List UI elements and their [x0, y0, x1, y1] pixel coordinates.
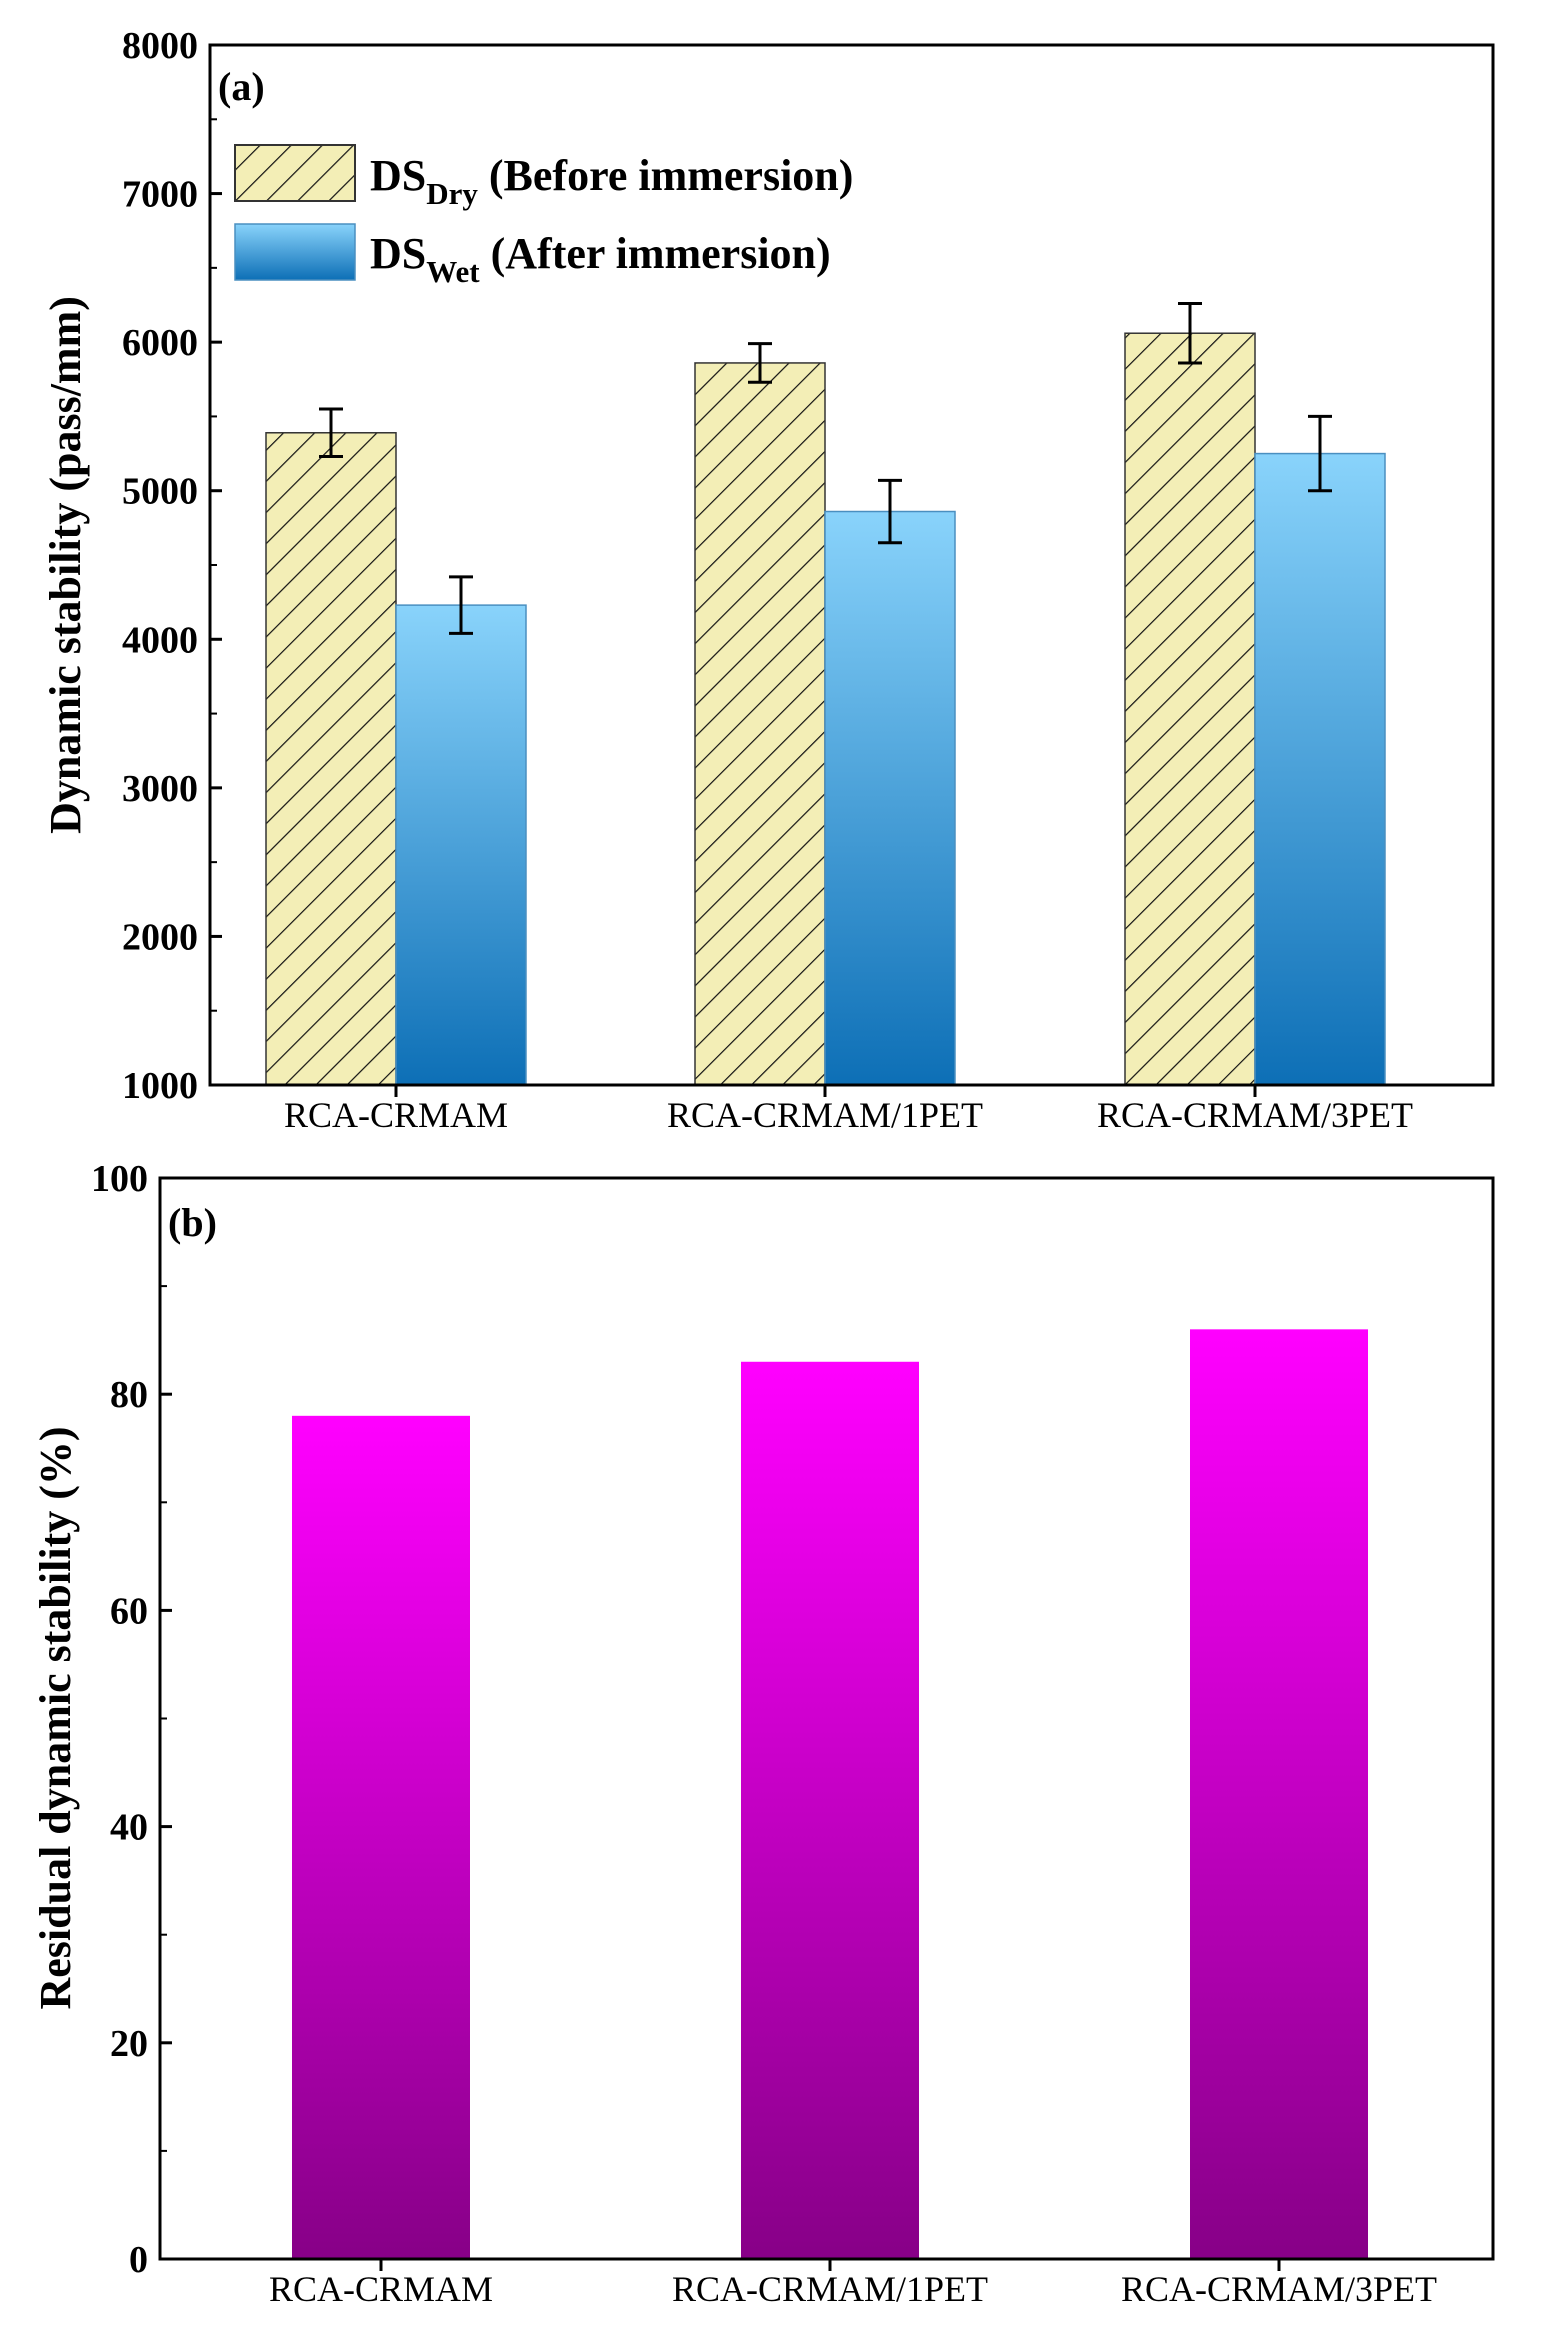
y-tick-label: 5000 — [122, 471, 198, 513]
y-tick-label: 60 — [110, 1590, 148, 1632]
bar-residual-2 — [741, 1361, 919, 2259]
bar-dry-2 — [694, 362, 826, 1086]
y-tick-label: 100 — [91, 1158, 148, 1200]
panel-a-legend: DSDry (Before immersion) DSWet (After im… — [234, 144, 853, 289]
bar-dry-1 — [265, 432, 397, 1086]
legend-swatch-wet — [234, 223, 356, 281]
y-tick-label: 4000 — [122, 619, 198, 661]
x-tick-label: RCA-CRMAM/3PET — [1121, 2269, 1437, 2309]
panel-a-y-axis-title: Dynamic stability (pass/mm) — [41, 296, 90, 834]
error-bar-wet-1 — [449, 575, 473, 635]
x-tick-label: RCA-CRMAM/3PET — [1097, 1095, 1413, 1135]
panel-b-chart: 0 20 40 60 80 100 RCA-CRMAM RCA-CRMAM/1PET RCA-… — [31, 1158, 1495, 2309]
error-bar-dry-3 — [1178, 302, 1202, 365]
bar-residual-3 — [1190, 1329, 1368, 2259]
bar-wet-3 — [1254, 452, 1386, 1086]
y-tick-label: 0 — [129, 2239, 148, 2281]
y-tick-label: 1000 — [122, 1065, 198, 1107]
error-bar-wet-2 — [878, 478, 902, 545]
legend-swatch-dry — [234, 144, 356, 202]
y-tick-label: 7000 — [122, 174, 198, 216]
error-bar-wet-3 — [1308, 414, 1332, 493]
y-tick-label: 3000 — [122, 768, 198, 810]
panel-a-plot-frame — [208, 43, 1495, 1087]
legend-label-dry: DSDry (Before immersion) — [370, 151, 853, 211]
y-tick-label: 6000 — [122, 322, 198, 364]
y-tick-label: 2000 — [122, 916, 198, 958]
x-tick-label: RCA-CRMAM — [284, 1095, 508, 1135]
x-tick-label: RCA-CRMAM/1PET — [672, 2269, 988, 2309]
panel-a-chart: 1000 2000 3000 4000 5000 6000 7000 8000 RCA-CRM… — [41, 25, 1495, 1135]
panel-b-y-axis-title: Residual dynamic stability (%) — [31, 1426, 80, 2009]
legend-label-wet: DSWet (After immersion) — [370, 229, 831, 289]
x-tick-label: RCA-CRMAM — [269, 2269, 493, 2309]
panel-a-label: (a) — [218, 64, 265, 109]
y-tick-label: 80 — [110, 1374, 148, 1416]
bar-residual-1 — [292, 1415, 470, 2259]
y-tick-label: 40 — [110, 1807, 148, 1849]
y-tick-label: 8000 — [122, 25, 198, 67]
panel-b-plot-frame — [158, 1176, 1495, 2261]
y-tick-label: 20 — [110, 2023, 148, 2065]
bar-wet-2 — [824, 510, 956, 1086]
panel-b-label: (b) — [168, 1200, 217, 1245]
bar-wet-1 — [395, 604, 527, 1086]
error-bar-dry-2 — [748, 342, 772, 384]
bar-dry-3 — [1124, 332, 1256, 1086]
x-tick-label: RCA-CRMAM/1PET — [667, 1095, 983, 1135]
error-bar-dry-1 — [319, 407, 343, 459]
